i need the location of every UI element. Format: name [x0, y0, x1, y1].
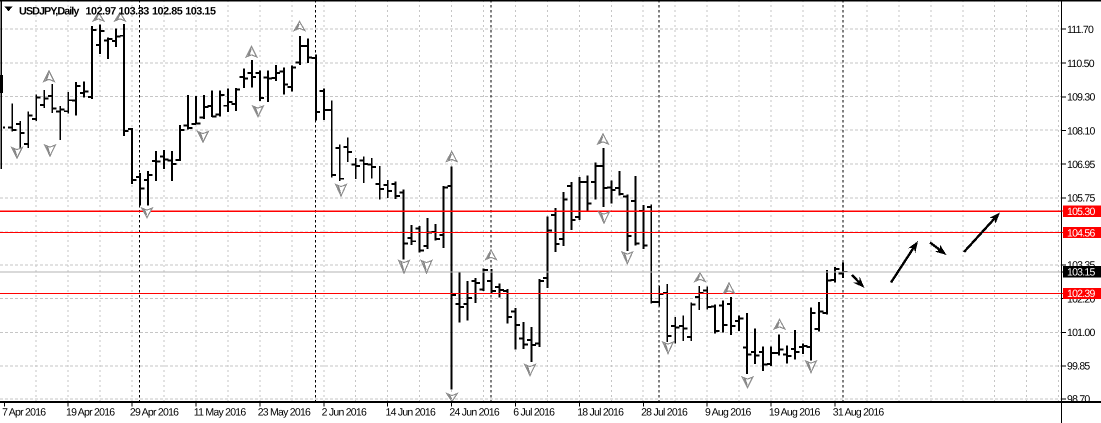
svg-text:101.00: 101.00 [1067, 327, 1096, 339]
svg-text:6 Jul 2016: 6 Jul 2016 [513, 407, 555, 419]
svg-text:108.10: 108.10 [1067, 125, 1096, 137]
svg-text:102.39: 102.39 [1067, 288, 1096, 300]
svg-text:98.70: 98.70 [1067, 394, 1090, 406]
svg-text:103.15: 103.15 [185, 6, 216, 18]
svg-text:29 Apr 2016: 29 Apr 2016 [130, 407, 179, 419]
svg-text:11 May 2016: 11 May 2016 [194, 407, 247, 419]
svg-text:102.97: 102.97 [86, 6, 117, 18]
svg-text:31 Aug 2016: 31 Aug 2016 [833, 407, 885, 419]
svg-text:106.95: 106.95 [1067, 159, 1096, 171]
svg-text:19 Aug 2016: 19 Aug 2016 [769, 407, 821, 419]
svg-text:102.85: 102.85 [152, 6, 183, 18]
svg-text:7 Apr 2016: 7 Apr 2016 [2, 407, 46, 419]
svg-text:18 Jul 2016: 18 Jul 2016 [577, 407, 624, 419]
svg-text:24 Jun 2016: 24 Jun 2016 [449, 407, 499, 419]
svg-text:105.75: 105.75 [1067, 193, 1096, 205]
svg-text:USDJPY,Daily: USDJPY,Daily [19, 6, 79, 18]
svg-text:99.85: 99.85 [1067, 361, 1090, 373]
svg-text:110.50: 110.50 [1067, 58, 1095, 70]
svg-text:2 Jun 2016: 2 Jun 2016 [322, 407, 367, 419]
svg-text:103.33: 103.33 [119, 6, 150, 18]
svg-text:9 Aug 2016: 9 Aug 2016 [705, 407, 752, 419]
svg-text:104.56: 104.56 [1067, 227, 1096, 239]
svg-text:111.70: 111.70 [1067, 24, 1094, 36]
svg-text:28 Jul 2016: 28 Jul 2016 [641, 407, 688, 419]
svg-text:105.30: 105.30 [1067, 206, 1096, 218]
svg-text:103.15: 103.15 [1067, 267, 1096, 279]
svg-text:14 Jun 2016: 14 Jun 2016 [386, 407, 436, 419]
svg-text:19 Apr 2016: 19 Apr 2016 [66, 407, 115, 419]
svg-text:23 May 2016: 23 May 2016 [258, 407, 311, 419]
svg-text:109.30: 109.30 [1067, 92, 1096, 104]
